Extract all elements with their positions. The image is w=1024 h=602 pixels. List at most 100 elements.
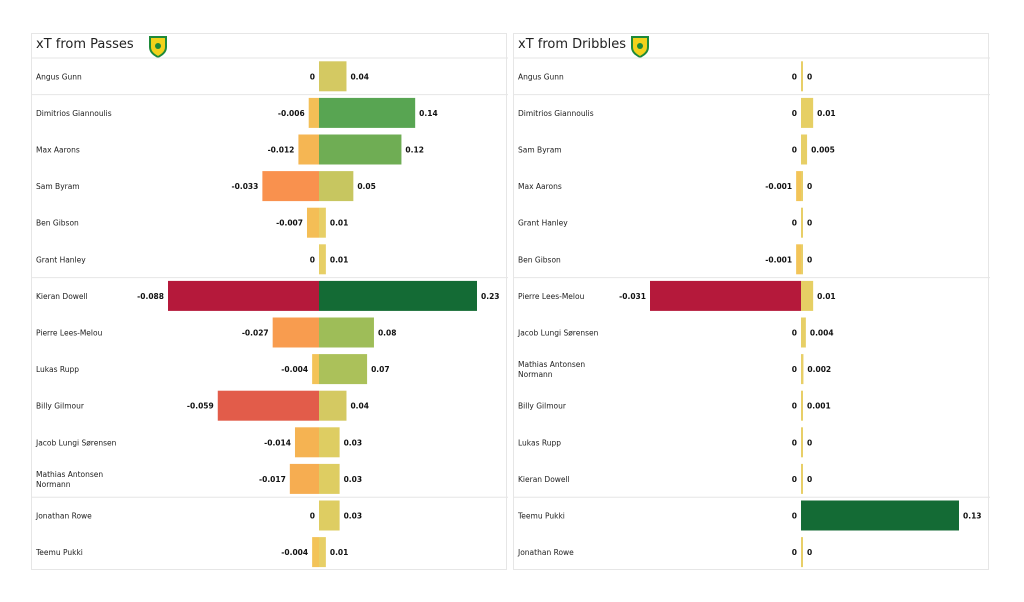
positive-value-label: 0: [807, 475, 812, 484]
player-label: Pierre Lees-Melou: [518, 292, 585, 301]
negative-bar: [217, 390, 319, 421]
positive-value-label: 0.01: [330, 255, 349, 264]
negative-value-label: -0.001: [765, 255, 792, 264]
player-label: Angus Gunn: [518, 72, 564, 81]
positive-value-label: 0.005: [811, 146, 835, 155]
negative-value-label: -0.004: [281, 548, 308, 557]
player-label: Grant Hanley: [518, 219, 568, 228]
dribbles-chart: Angus Gunn 0 0 Dimitrios Giannoulis 0 0.01 Sam…: [514, 57, 990, 568]
positive-value-label: 0: [807, 438, 812, 447]
positive-value-label: 0.13: [963, 512, 982, 521]
dribbles-title: xT from Dribbles: [518, 37, 627, 52]
positive-bar: [319, 390, 347, 421]
player-label: Max Aarons: [36, 146, 80, 155]
positive-value-label: 0.05: [357, 182, 376, 191]
positive-value-label: 0: [807, 219, 812, 228]
negative-value-label: -0.006: [278, 109, 305, 118]
player-label: Sam Byram: [518, 146, 562, 155]
positive-value-label: 0.03: [344, 512, 363, 521]
positive-bar: [801, 280, 814, 311]
player-label: Jacob Lungi Sørensen: [35, 438, 117, 447]
negative-bar: [262, 171, 319, 202]
negative-value-label: -0.033: [232, 182, 259, 191]
positive-value-label: 0.12: [405, 146, 424, 155]
positive-bar: [801, 207, 803, 238]
positive-bar: [319, 280, 477, 311]
positive-value-label: 0.01: [817, 109, 836, 118]
positive-bar: [801, 354, 804, 385]
positive-bar: [801, 463, 803, 494]
negative-value-label: -0.007: [276, 219, 303, 228]
negative-bar: [796, 171, 801, 202]
positive-value-label: 0.01: [330, 219, 349, 228]
positive-bar: [319, 244, 326, 275]
negative-value-label: 0: [792, 219, 797, 228]
positive-bar: [319, 500, 340, 531]
positive-bar: [319, 354, 368, 385]
negative-value-label: -0.088: [137, 292, 164, 301]
positive-bar: [319, 97, 416, 128]
negative-value-label: 0: [792, 548, 797, 557]
negative-value-label: 0: [792, 72, 797, 81]
negative-value-label: -0.017: [259, 475, 286, 484]
player-label: Grant Hanley: [36, 255, 86, 264]
positive-bar: [801, 134, 808, 165]
player-label: Max Aarons: [518, 182, 562, 191]
negative-value-label: 0: [792, 146, 797, 155]
negative-value-label: -0.027: [242, 329, 269, 338]
negative-bar: [289, 463, 319, 494]
negative-value-label: 0: [310, 72, 315, 81]
positive-bar: [319, 317, 374, 348]
positive-bar: [801, 317, 806, 348]
negative-value-label: -0.031: [619, 292, 646, 301]
negative-bar: [272, 317, 319, 348]
negative-value-label: 0: [310, 255, 315, 264]
player-label: Dimitrios Giannoulis: [36, 109, 112, 118]
negative-value-label: 0: [792, 512, 797, 521]
club-crest-logo: [149, 36, 167, 58]
negative-value-label: 0: [792, 475, 797, 484]
negative-value-label: -0.059: [187, 402, 214, 411]
player-label: Billy Gilmour: [518, 402, 567, 411]
passes-chart: Angus Gunn 0 0.04 Dimitrios Giannoulis -0.00…: [32, 57, 508, 568]
negative-value-label: 0: [792, 329, 797, 338]
negative-bar: [294, 427, 319, 458]
negative-bar: [168, 280, 319, 311]
player-label: Jonathan Rowe: [517, 548, 574, 557]
positive-bar: [801, 427, 803, 458]
negative-bar: [312, 537, 319, 568]
positive-value-label: 0: [807, 548, 812, 557]
negative-bar: [306, 207, 319, 238]
negative-value-label: -0.012: [268, 146, 295, 155]
positive-bar: [801, 171, 803, 202]
dribbles-panel: xT from Dribbles Angus Gunn 0 0 Dimitrios G…: [513, 33, 990, 570]
positive-value-label: 0.14: [419, 109, 438, 118]
negative-value-label: 0: [792, 109, 797, 118]
player-label: Dimitrios Giannoulis: [518, 109, 594, 118]
positive-bar: [319, 134, 402, 165]
positive-value-label: 0.23: [481, 292, 500, 301]
positive-bar: [801, 537, 803, 568]
player-label: Teemu Pukki: [35, 548, 83, 557]
player-label: Angus Gunn: [36, 72, 82, 81]
positive-value-label: 0.03: [344, 475, 363, 484]
positive-bar: [801, 97, 814, 128]
positive-bar: [319, 207, 326, 238]
positive-bar: [319, 61, 347, 92]
positive-value-label: 0.04: [350, 402, 369, 411]
negative-value-label: 0: [310, 512, 315, 521]
positive-value-label: 0: [807, 182, 812, 191]
club-crest-logo: [631, 36, 649, 58]
positive-bar: [801, 244, 803, 275]
positive-value-label: 0.07: [371, 365, 390, 374]
positive-bar: [801, 61, 803, 92]
positive-value-label: 0.01: [330, 548, 349, 557]
positive-value-label: 0.004: [810, 329, 834, 338]
negative-bar: [298, 134, 319, 165]
player-label: Ben Gibson: [36, 219, 79, 228]
player-label: Pierre Lees-Melou: [36, 329, 103, 338]
positive-value-label: 0.03: [344, 438, 363, 447]
negative-bar: [308, 97, 319, 128]
positive-bar: [319, 171, 354, 202]
passes-panel: xT from Passes Angus Gunn 0 0.04 Dimitrios …: [31, 33, 508, 570]
